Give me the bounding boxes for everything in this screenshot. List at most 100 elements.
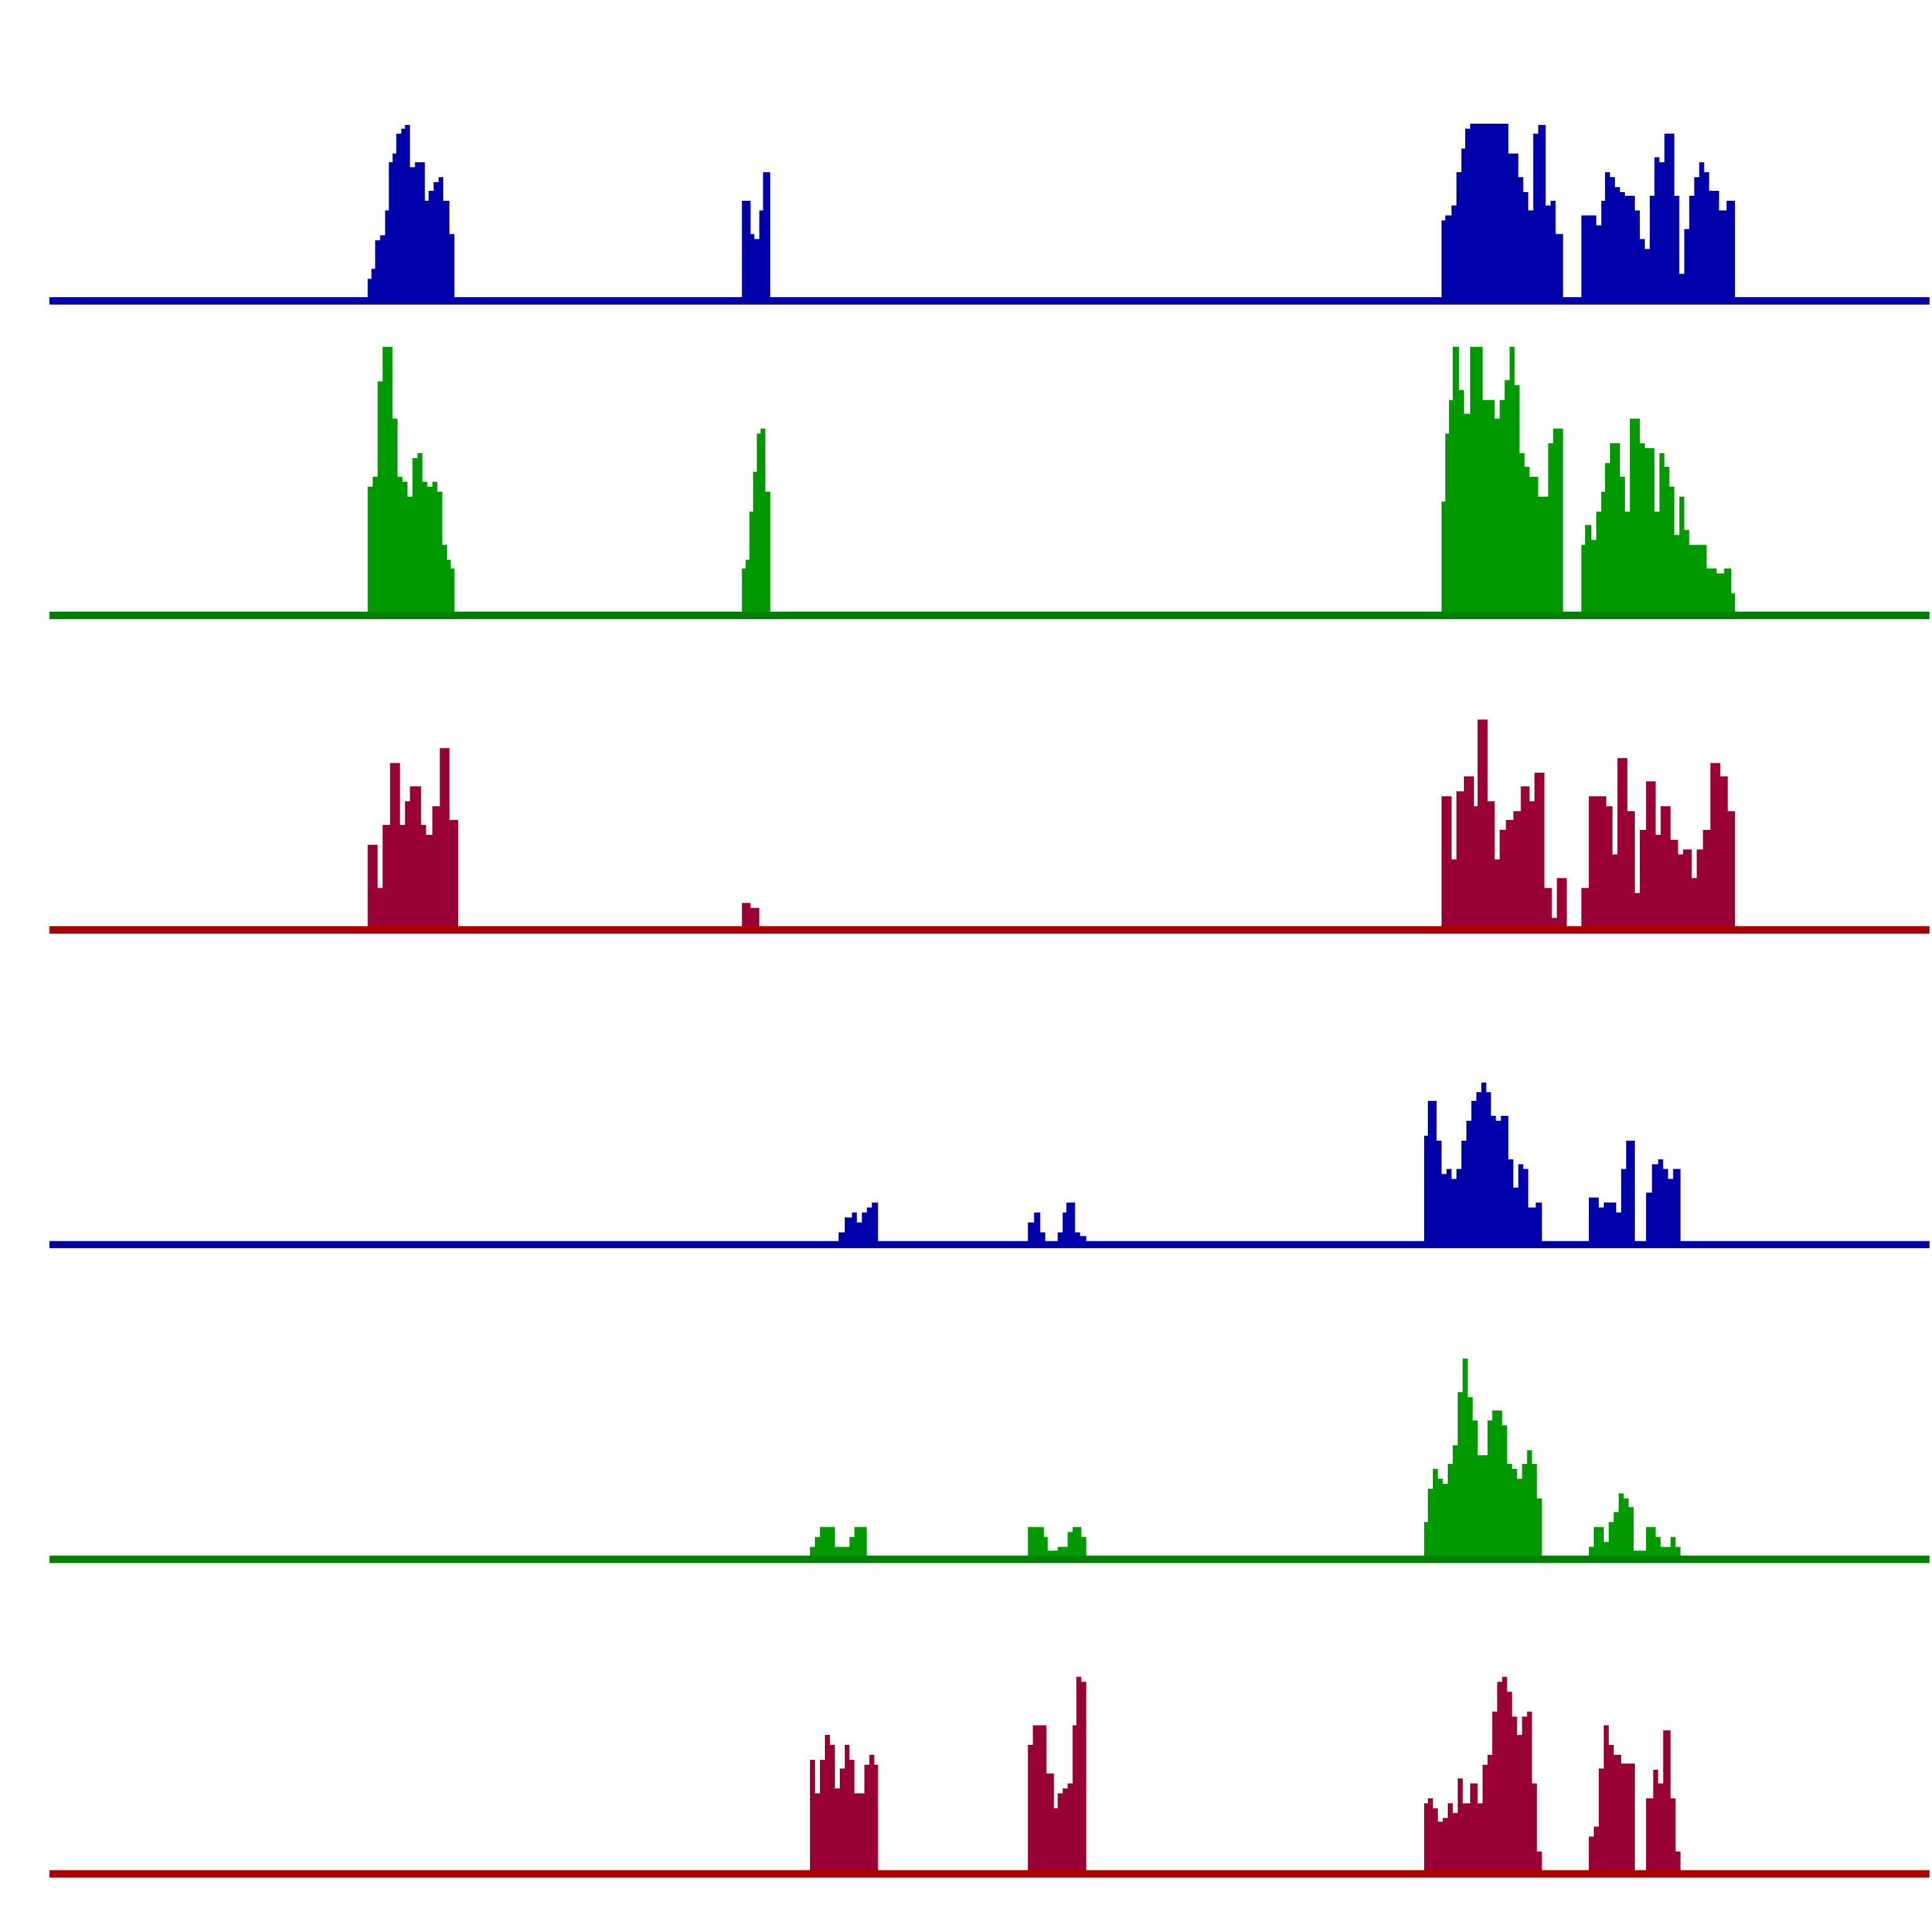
bar bbox=[1528, 1207, 1536, 1241]
bar bbox=[1438, 1821, 1443, 1870]
bar bbox=[1428, 1101, 1437, 1241]
bar bbox=[1619, 191, 1625, 298]
bar bbox=[819, 1760, 825, 1870]
bar bbox=[1658, 1159, 1663, 1241]
bar bbox=[1501, 1116, 1509, 1241]
bar bbox=[367, 844, 378, 927]
bar bbox=[1529, 477, 1535, 612]
bar bbox=[1594, 1197, 1599, 1241]
bar bbox=[1523, 191, 1529, 298]
bar bbox=[1589, 1836, 1594, 1870]
bar bbox=[417, 453, 423, 612]
bar bbox=[1548, 443, 1553, 612]
bar bbox=[1451, 1179, 1456, 1241]
bar bbox=[1710, 763, 1721, 927]
bar bbox=[1634, 893, 1640, 927]
bar bbox=[1621, 1764, 1635, 1870]
bar bbox=[1604, 1202, 1616, 1241]
bar bbox=[1492, 1711, 1497, 1870]
bar bbox=[745, 559, 750, 612]
bar bbox=[1684, 229, 1690, 298]
bar bbox=[1467, 1397, 1473, 1556]
bar bbox=[1639, 443, 1645, 612]
bar bbox=[1605, 172, 1610, 298]
bar bbox=[1589, 796, 1607, 927]
bar bbox=[1081, 1537, 1087, 1556]
bar bbox=[1512, 1468, 1517, 1556]
bar bbox=[1653, 1770, 1658, 1870]
bar bbox=[1477, 1803, 1483, 1870]
bar bbox=[1709, 190, 1719, 298]
bar bbox=[405, 801, 410, 927]
bar bbox=[1670, 1537, 1676, 1556]
bar bbox=[1658, 1783, 1663, 1870]
bar bbox=[1080, 1236, 1087, 1241]
bar bbox=[375, 240, 380, 298]
bar bbox=[1612, 854, 1617, 927]
bar bbox=[1471, 1101, 1476, 1241]
bar bbox=[397, 477, 403, 612]
bar bbox=[1684, 530, 1690, 612]
bar bbox=[1491, 1116, 1496, 1241]
bar bbox=[1703, 829, 1711, 927]
bar bbox=[1633, 1550, 1646, 1556]
bar bbox=[1606, 806, 1612, 927]
bar bbox=[438, 177, 444, 298]
bar bbox=[1424, 1803, 1428, 1870]
bar bbox=[1462, 1803, 1470, 1870]
bar bbox=[1473, 806, 1478, 927]
bar bbox=[1457, 1778, 1463, 1870]
bar bbox=[1424, 1522, 1428, 1556]
bar bbox=[864, 1765, 870, 1870]
bar bbox=[750, 908, 760, 927]
bar bbox=[1470, 1783, 1478, 1870]
bar bbox=[1456, 791, 1464, 927]
bar bbox=[1731, 593, 1736, 612]
bar bbox=[750, 234, 755, 298]
bar bbox=[1054, 1808, 1058, 1870]
bar bbox=[392, 418, 398, 612]
bar bbox=[1075, 1232, 1080, 1241]
bar bbox=[1557, 878, 1567, 927]
bar bbox=[1727, 811, 1736, 927]
bar bbox=[367, 486, 373, 612]
bar bbox=[1527, 1450, 1532, 1556]
bar bbox=[1477, 1455, 1483, 1556]
bar bbox=[1517, 1478, 1522, 1556]
bar bbox=[428, 190, 434, 298]
bar bbox=[1720, 776, 1728, 927]
bar bbox=[1581, 888, 1589, 927]
bar bbox=[392, 154, 397, 298]
bar bbox=[377, 888, 383, 927]
bar bbox=[1660, 1547, 1671, 1556]
bar bbox=[1644, 249, 1650, 298]
bar bbox=[1596, 511, 1602, 612]
bar bbox=[1699, 162, 1704, 298]
bar bbox=[1537, 1498, 1542, 1556]
bar bbox=[1487, 801, 1495, 927]
bar bbox=[1534, 477, 1539, 612]
bar bbox=[1513, 154, 1519, 298]
bar bbox=[1494, 859, 1500, 927]
bar bbox=[1634, 210, 1640, 298]
bar bbox=[1659, 162, 1665, 298]
bar bbox=[396, 134, 402, 298]
bar bbox=[1621, 1169, 1626, 1241]
bar bbox=[1704, 172, 1709, 298]
bar bbox=[849, 1760, 855, 1870]
bar bbox=[1513, 1187, 1519, 1241]
bar bbox=[410, 167, 415, 298]
bar bbox=[1664, 134, 1675, 298]
bar bbox=[1067, 1532, 1073, 1556]
bar bbox=[1513, 811, 1521, 927]
bar bbox=[377, 381, 383, 612]
bar bbox=[1428, 1488, 1433, 1556]
bar bbox=[421, 824, 426, 927]
bar bbox=[1492, 1410, 1502, 1556]
bar bbox=[834, 1547, 850, 1556]
bar bbox=[839, 1769, 845, 1870]
bar bbox=[1652, 1164, 1658, 1241]
bar bbox=[742, 200, 751, 298]
bar bbox=[432, 806, 440, 927]
